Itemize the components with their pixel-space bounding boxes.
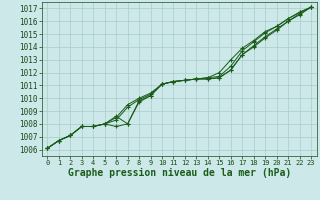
X-axis label: Graphe pression niveau de la mer (hPa): Graphe pression niveau de la mer (hPa) (68, 168, 291, 178)
